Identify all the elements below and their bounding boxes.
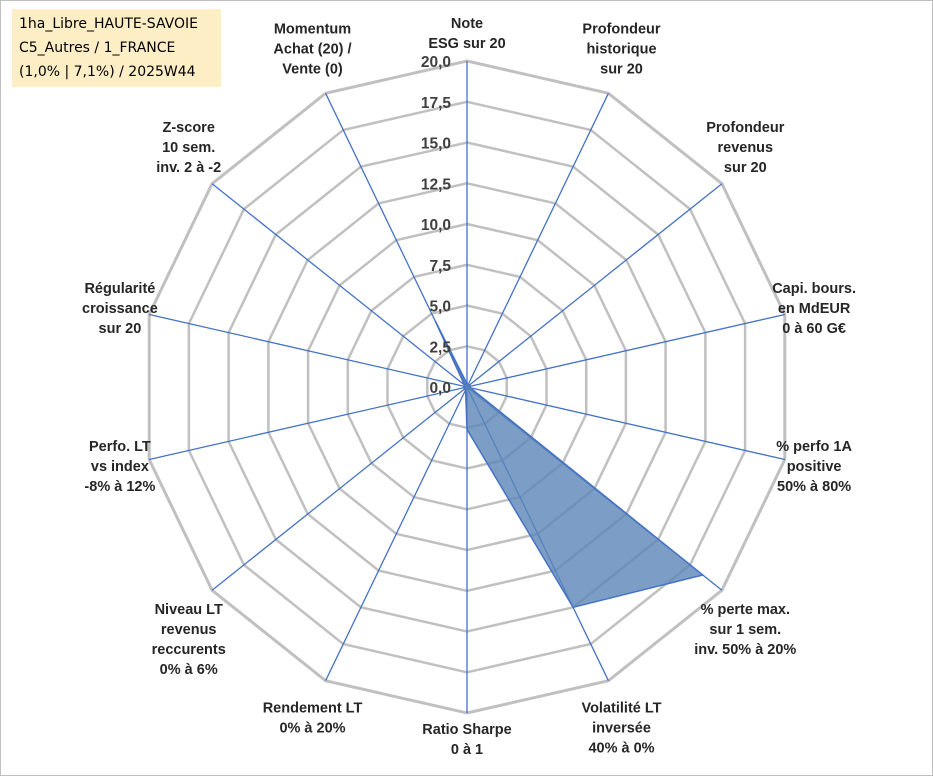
series-area — [434, 320, 705, 609]
axis-label: Rendement LT 0% à 20% — [263, 701, 363, 737]
spoke-line — [466, 386, 785, 461]
axis-labels: Note ESG sur 20 Profondeur historique sur 20… — [82, 16, 856, 758]
axis-label: Volatilité LT inversée 40% à 0% — [581, 701, 661, 757]
axis-label: Ratio Sharpe 0 à 1 — [422, 722, 511, 758]
axis-label: Perfo. LT vs index -8% à 12% — [84, 439, 155, 495]
tick-label: 12,5 — [421, 176, 452, 193]
tick-label: 2,5 — [429, 339, 451, 356]
info-line-1: 1ha_Libre_HAUTE-SAVOIE — [19, 16, 198, 32]
axis-label: Profondeur revenus sur 20 — [706, 120, 784, 176]
info-box: 1ha_Libre_HAUTE-SAVOIE C5_Autres / 1_FRA… — [12, 9, 221, 87]
tick-label: 17,5 — [421, 95, 452, 112]
axis-label: % perte max. sur 1 sem. inv. 50% à 20% — [694, 602, 796, 658]
tick-labels: 0,0 2,5 5,0 7,5 10,0 12,5 15,0 17,5 20,0 — [421, 54, 452, 397]
axis-label: Z-score 10 sem. inv. 2 à -2 — [156, 120, 221, 176]
info-line-3: (1,0% | 7,1%) / 2025W44 — [19, 64, 196, 80]
series-layer — [434, 320, 705, 609]
tick-label: 10,0 — [421, 217, 451, 234]
axis-label: Momentum Achat (20) / Vente (0) — [273, 21, 351, 77]
axis-label: Niveau LT revenus reccurents 0% à 6% — [152, 602, 226, 678]
spoke-line — [466, 93, 609, 388]
tick-label: 5,0 — [429, 299, 451, 316]
tick-label: 0,0 — [429, 380, 451, 397]
tick-label: 15,0 — [421, 136, 451, 153]
spoke-line — [325, 386, 468, 681]
spoke-line — [149, 313, 468, 388]
axis-label: Profondeur historique sur 20 — [582, 21, 660, 77]
axis-label: Note ESG sur 20 — [428, 16, 505, 52]
spoke-line — [211, 386, 468, 591]
spoke-line — [466, 183, 723, 388]
spoke-line — [149, 386, 468, 461]
axis-label: Capi. bours. en MdEUR 0 à 60 G€ — [772, 281, 856, 337]
spoke-line — [466, 313, 785, 388]
spoke-line — [211, 183, 468, 388]
axis-label: % perfo 1A positive 50% à 80% — [776, 439, 852, 495]
tick-label: 7,5 — [429, 258, 451, 275]
tick-label: 20,0 — [421, 54, 451, 71]
axis-label: Régularité croissance sur 20 — [82, 281, 158, 337]
info-line-2: C5_Autres / 1_FRANCE — [19, 40, 176, 56]
